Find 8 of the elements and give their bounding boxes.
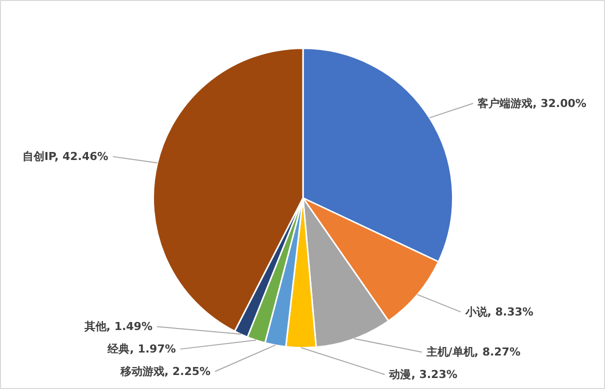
slice-label: 客户端游戏, 32.00%: [476, 96, 586, 110]
slice-label: 动漫, 3.23%: [388, 368, 458, 382]
slice-label: 主机/单机, 8.27%: [425, 346, 520, 359]
slice-label: 自创IP, 42.46%: [22, 150, 108, 164]
slice-label: 其他, 1.49%: [83, 320, 152, 334]
slice-label: 移动游戏, 2.25%: [119, 365, 211, 378]
slice-label: 经典, 1.97%: [106, 342, 176, 356]
slice-label: 小说, 8.33%: [464, 305, 534, 318]
